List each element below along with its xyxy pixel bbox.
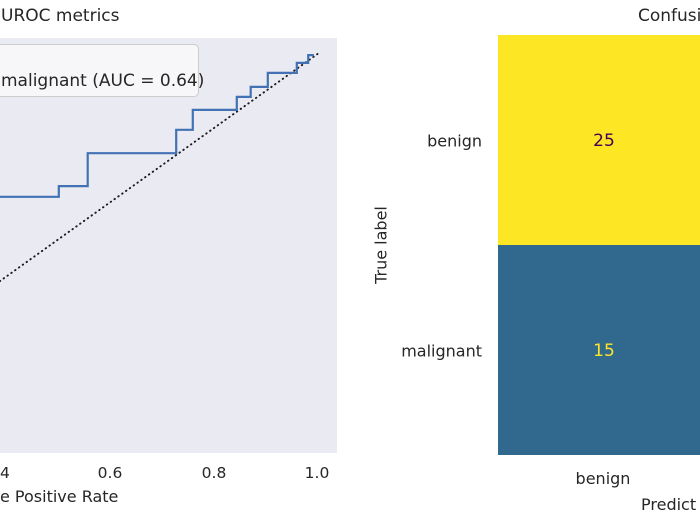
roc-plot-canvas	[0, 53, 319, 283]
roc-xtick-0.4-fragment: 4	[0, 464, 10, 482]
cm-cell-malignant-benign	[498, 245, 700, 455]
chance-line	[0, 53, 319, 283]
roc-plot-title: UROC metrics	[1, 6, 120, 26]
cm-value-25: 25	[593, 131, 615, 151]
roc-axes-area	[0, 38, 337, 453]
roc-legend-box	[0, 44, 199, 97]
cm-ytick-malignant: malignant	[401, 341, 482, 361]
cm-value-15: 15	[593, 341, 615, 361]
cm-plot-title: Confusi	[638, 6, 700, 26]
roc-xtick-0.6: 0.6	[97, 464, 123, 482]
roc-xtick-0.8: 0.8	[201, 464, 227, 482]
roc-xtick-1.0: 1.0	[304, 464, 330, 482]
roc-curve	[0, 54, 314, 198]
roc-xlabel-fragment: e Positive Rate	[0, 487, 119, 506]
cm-xlabel-fragment: Predict	[641, 495, 697, 514]
cm-cell-benign-benign	[498, 35, 700, 245]
roc-legend-label: malignant (AUC = 0.64)	[1, 71, 205, 91]
cm-ytick-benign: benign	[427, 131, 482, 151]
cm-xtick-benign: benign	[575, 469, 631, 488]
cm-ylabel: True label	[371, 206, 391, 284]
